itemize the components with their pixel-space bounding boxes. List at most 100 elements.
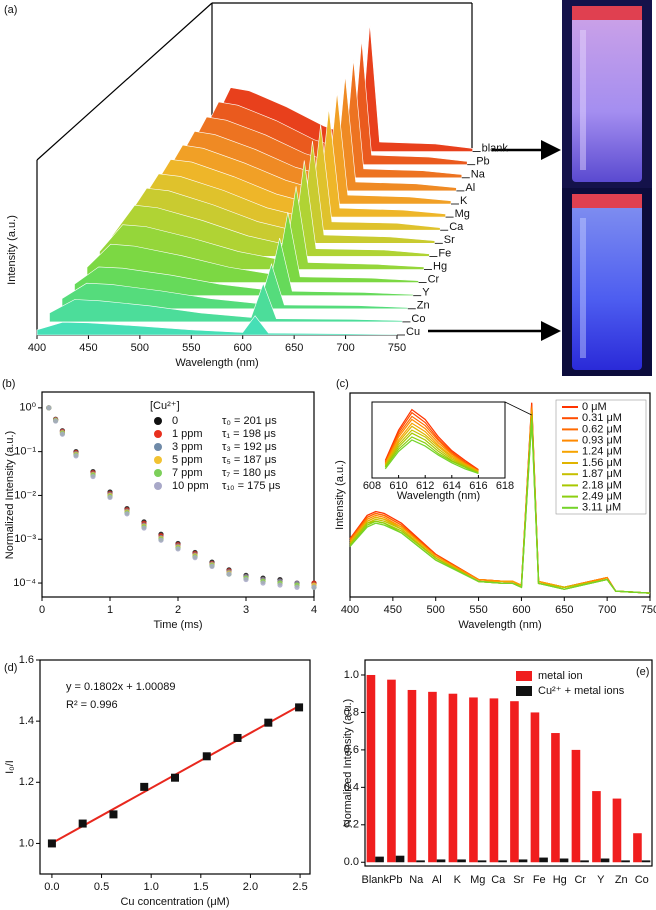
y-tick-label: 0.2: [344, 819, 359, 831]
x-tick-label: Y: [597, 874, 605, 886]
bar: [428, 691, 437, 863]
inset-x-tick-label: 612: [416, 480, 434, 492]
bar: [498, 860, 507, 863]
legend-label: 10 ppm: [172, 480, 209, 492]
x-tick-label: Al: [432, 874, 442, 886]
inset-x-tick-label: 610: [389, 480, 407, 492]
x-tick-label: 0: [39, 604, 45, 616]
x-axis-label: Wavelength (nm): [458, 619, 541, 631]
legend-label: 3.11 μM: [582, 502, 621, 514]
legend-label: 2.49 μM: [582, 491, 622, 503]
x-tick-label: Zn: [615, 874, 628, 886]
inset-line: [384, 436, 479, 474]
x-tick-label: 500: [427, 604, 445, 616]
legend-label: Cu²⁺ + metal ions: [538, 685, 625, 697]
legend-label: 7 ppm: [172, 467, 203, 479]
x-tick-label: 1.5: [193, 881, 208, 893]
panel-label: (e): [636, 666, 649, 678]
bar: [539, 857, 548, 863]
panel: (d) 0.0 0.5 1.0 1.5 2.0 2.5 1.0 1.2 1.4 1.6 Cu conc…: [4, 654, 311, 908]
series-label: Al: [465, 182, 475, 194]
bar: [448, 693, 458, 863]
x-tick-label: 400: [28, 342, 46, 354]
bar: [633, 833, 642, 863]
x-tick-label: 0.0: [44, 881, 59, 893]
x-axis-label: Cu concentration (μM): [120, 896, 229, 908]
bar: [387, 679, 396, 863]
point: [243, 576, 249, 583]
point: [311, 584, 317, 590]
y-tick-label: 0.0: [344, 856, 359, 868]
y-tick-label: 1.6: [19, 654, 34, 666]
series-label: Sr: [444, 234, 455, 246]
legend-swatch: [516, 671, 532, 681]
series-label: Cu: [406, 326, 420, 338]
legend-swatch: [516, 686, 532, 696]
point: [47, 839, 56, 848]
series-label: Cr: [428, 274, 440, 286]
bar: [592, 791, 601, 863]
y-axis-label: Normalized Intensity (a.u.): [4, 431, 16, 559]
legend-marker: [154, 456, 162, 464]
y-tick-label: 10⁻⁴: [13, 577, 36, 589]
bar: [551, 733, 560, 863]
bar: [621, 860, 630, 863]
panel-label: (b): [2, 378, 15, 390]
x-tick-label: Na: [409, 874, 424, 886]
bar: [469, 697, 478, 863]
point: [140, 782, 149, 791]
inset-line: [384, 439, 479, 475]
bar: [559, 858, 569, 863]
series-label: Na: [471, 169, 486, 181]
x-tick-label: 2.0: [243, 881, 258, 893]
point: [53, 418, 59, 424]
x-tick-label: 550: [182, 342, 200, 354]
inset-x-tick-label: 616: [469, 480, 487, 492]
spectrum-line: [349, 420, 651, 594]
series-label: K: [460, 195, 468, 207]
annotation: τ₁₀ = 175 μs: [222, 480, 281, 492]
x-tick-label: 1.0: [144, 881, 159, 893]
y-tick-label: 10⁰: [19, 402, 36, 414]
x-tick-label: 600: [234, 342, 252, 354]
y-tick-label: 0.4: [344, 781, 359, 793]
x-tick-label: 500: [131, 342, 149, 354]
annotation: y = 0.1802x + 1.00089: [66, 681, 175, 693]
x-tick-label: Mg: [470, 874, 485, 886]
panel-label: (c): [336, 378, 349, 390]
x-tick-label: 750: [388, 342, 406, 354]
series-label: Fe: [438, 247, 451, 259]
photo-cu: [562, 188, 652, 376]
point: [158, 537, 164, 543]
legend-marker: [154, 417, 162, 425]
inset-line: [384, 411, 479, 471]
x-tick-label: 650: [555, 604, 573, 616]
series-label: Co: [411, 313, 425, 325]
legend-label: 2.18 μM: [582, 479, 622, 491]
bar: [416, 860, 425, 863]
zoom-line: [504, 401, 532, 416]
point: [192, 555, 198, 561]
plot-frame: [349, 392, 651, 598]
x-axis-label: Wavelength (nm): [175, 357, 258, 369]
x-tick-label: Fe: [533, 874, 546, 886]
x-tick-label: 600: [512, 604, 530, 616]
x-tick-label: Ca: [491, 874, 506, 886]
inset-line: [384, 422, 479, 472]
spectrum-area: [36, 315, 398, 336]
x-tick-label: Co: [635, 874, 649, 886]
legend-label: 1.24 μM: [582, 446, 622, 458]
legend-label: 0 μM: [582, 401, 607, 413]
point: [59, 431, 65, 437]
inset-x-tick-label: 614: [443, 480, 461, 492]
point: [226, 571, 232, 577]
y-tick-label: 1.0: [344, 669, 359, 681]
plot-frame: [39, 659, 311, 875]
x-tick-label: 450: [384, 604, 402, 616]
bar: [457, 859, 466, 863]
y-tick-label: 1.2: [19, 776, 34, 788]
bar: [477, 860, 487, 863]
y-tick-label: 0.6: [344, 744, 359, 756]
x-tick-label: K: [454, 874, 462, 886]
